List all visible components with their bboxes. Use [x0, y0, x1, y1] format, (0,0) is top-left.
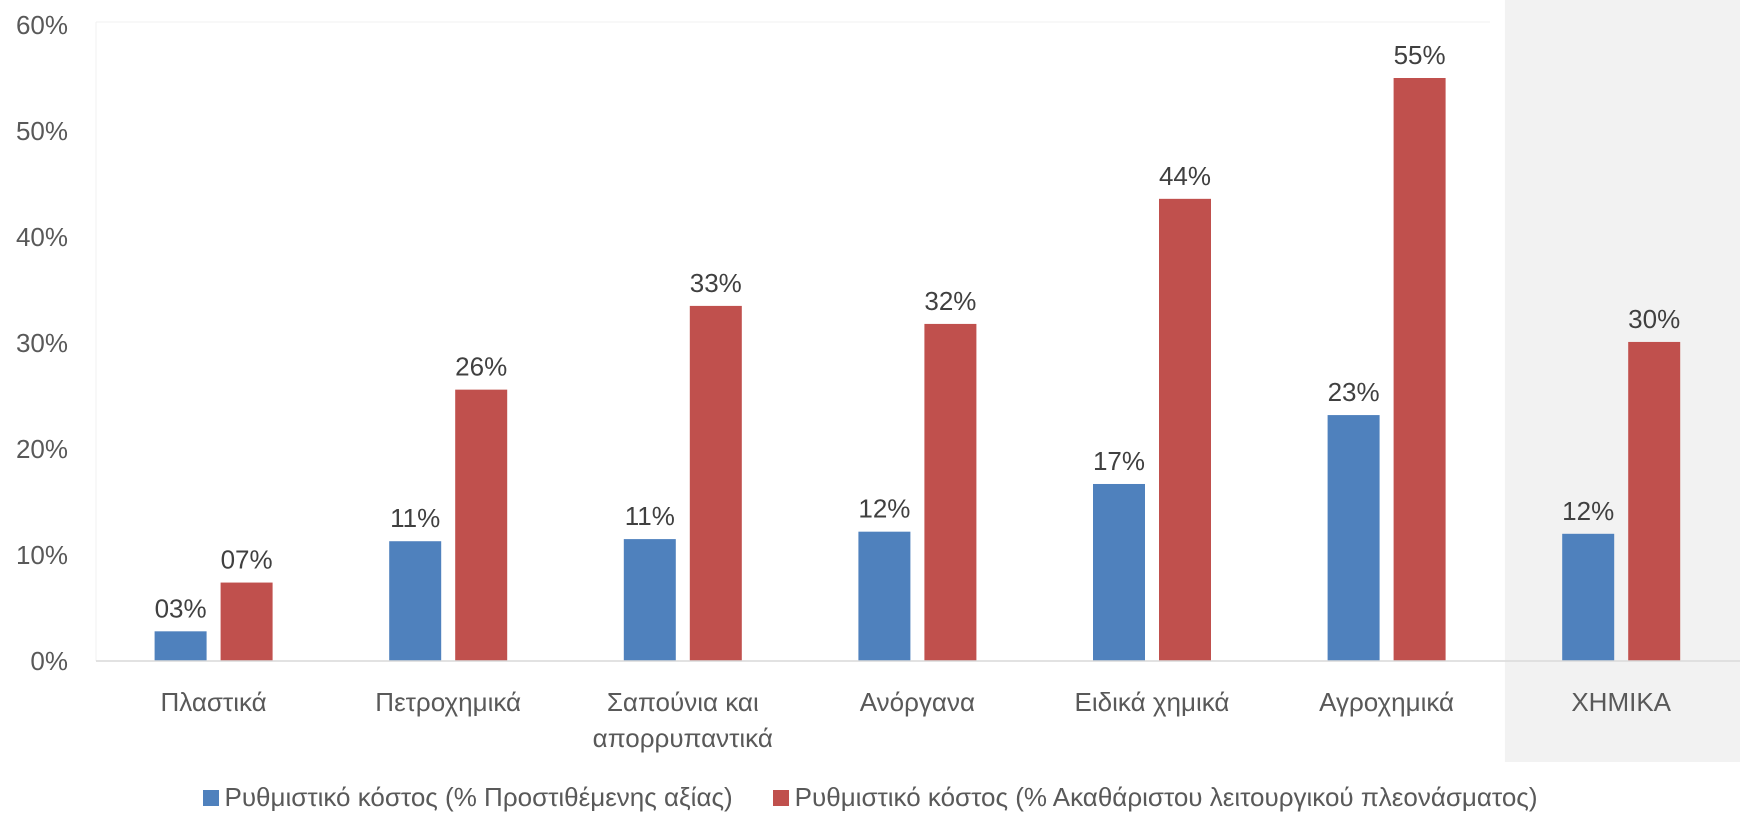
y-tick-label: 20% — [16, 434, 68, 464]
bar — [623, 539, 676, 661]
data-label: 44% — [1159, 161, 1211, 191]
data-label: 33% — [690, 268, 742, 298]
y-tick-label: 40% — [16, 222, 68, 252]
y-tick-label: 30% — [16, 328, 68, 358]
bars — [154, 78, 1681, 661]
category-label: Αγροχημικά — [1319, 687, 1454, 717]
category-label: Ειδικά χημικά — [1075, 687, 1230, 717]
bar — [858, 531, 911, 661]
bar — [1159, 198, 1211, 661]
y-tick-label: 0% — [30, 646, 68, 676]
data-label: 07% — [221, 545, 273, 575]
bar — [689, 305, 742, 661]
legend-swatch-red — [772, 789, 789, 806]
bar — [1562, 533, 1615, 661]
bar — [1393, 78, 1446, 661]
bar-chart: 0% 10% 20% 30% 40% 50% 60% 03% 07% 11% 26% 11% 33% 1… — [15, 0, 1740, 770]
bar — [1327, 415, 1380, 661]
data-labels: 03% 07% 11% 26% 11% 33% 12% 32% 17% 44% 23% 55% 12% 3… — [155, 40, 1681, 623]
legend-swatch-blue — [202, 789, 219, 806]
plot-area-background — [95, 22, 1740, 770]
category-label: Πλαστικά — [160, 687, 266, 717]
data-label: 30% — [1628, 304, 1680, 334]
category-label: Πετροχημικά — [375, 687, 521, 717]
data-label: 32% — [924, 286, 976, 316]
y-tick-label: 10% — [16, 540, 68, 570]
category-label: Σαπούνια και απορρυπαντικά — [593, 687, 773, 753]
data-label: 23% — [1328, 377, 1380, 407]
legend: Ρυθμιστικό κόστος (% Προστιθέμενης αξίας… — [0, 782, 1740, 813]
data-label: 11% — [625, 501, 675, 531]
y-axis: 0% 10% 20% 30% 40% 50% 60% — [16, 10, 68, 676]
bar — [154, 631, 207, 661]
data-label: 12% — [858, 494, 910, 524]
category-label: Ανόργανα — [860, 687, 975, 717]
category-label: ΧΗΜΙΚΑ — [1571, 687, 1671, 717]
legend-item-gross-surplus: Ρυθμιστικό κόστος (% Ακαθάριστου λειτουρ… — [772, 782, 1538, 813]
data-label: 11% — [390, 503, 440, 533]
bar — [455, 389, 508, 661]
bar — [389, 541, 442, 661]
legend-item-added-value: Ρυθμιστικό κόστος (% Προστιθέμενης αξίας… — [202, 782, 733, 813]
bar — [924, 323, 977, 661]
y-tick-label: 50% — [16, 116, 68, 146]
x-axis: Πλαστικά Πετροχημικά Σαπούνια και απορρυπαν… — [160, 687, 1671, 753]
bar — [1093, 483, 1145, 661]
bar — [1628, 341, 1681, 661]
data-label: 03% — [155, 593, 207, 623]
highlight-band — [1504, 0, 1740, 762]
data-label: 12% — [1562, 496, 1614, 526]
data-label: 55% — [1394, 40, 1446, 70]
legend-label: Ρυθμιστικό κόστος (% Προστιθέμενης αξίας… — [224, 782, 733, 812]
data-label: 26% — [455, 352, 507, 382]
y-tick-label: 60% — [16, 10, 68, 40]
data-label: 17% — [1093, 446, 1145, 476]
bar — [220, 582, 273, 661]
legend-label: Ρυθμιστικό κόστος (% Ακαθάριστου λειτουρ… — [794, 782, 1538, 812]
